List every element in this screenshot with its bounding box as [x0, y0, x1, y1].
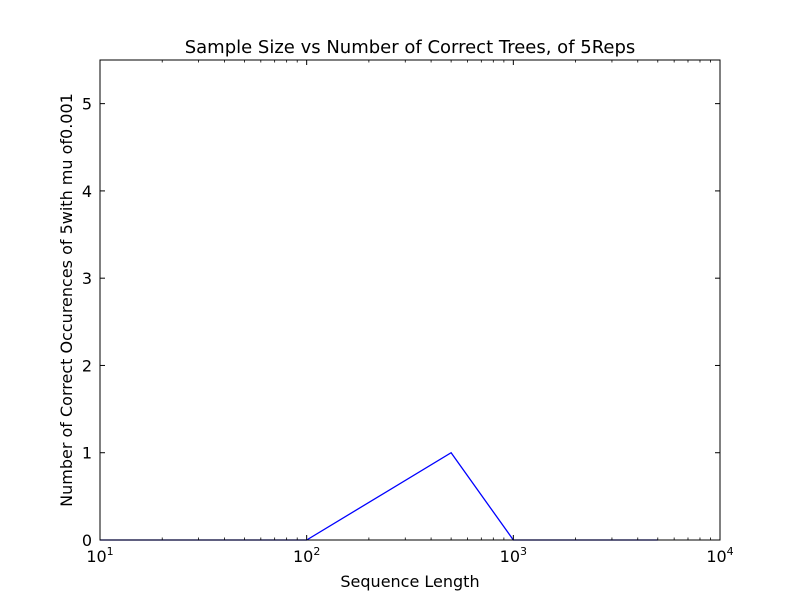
plot-frame [99, 59, 721, 541]
y-tick-label: 3 [82, 269, 92, 288]
y-tick-label: 1 [82, 444, 92, 463]
y-tick-label: 4 [82, 182, 92, 201]
plot-area: 101 102 103 104 0 1 2 3 4 5 [82, 59, 734, 566]
y-tick-label: 0 [82, 531, 92, 550]
x-tick-label: 102 [293, 545, 320, 566]
y-axis-label: Number of Correct Occurences of 5with mu… [57, 93, 76, 507]
y-tick-label: 2 [82, 356, 92, 375]
y-tick-label: 5 [82, 95, 92, 114]
x-axis-label: Sequence Length [340, 572, 479, 591]
series-line-1 [100, 451, 658, 541]
x-tick-label: 103 [500, 545, 527, 566]
x-tick-label: 104 [706, 545, 733, 566]
chart-title: Sample Size vs Number of Correct Trees, … [185, 37, 636, 58]
x-tick-label: 101 [86, 545, 113, 566]
